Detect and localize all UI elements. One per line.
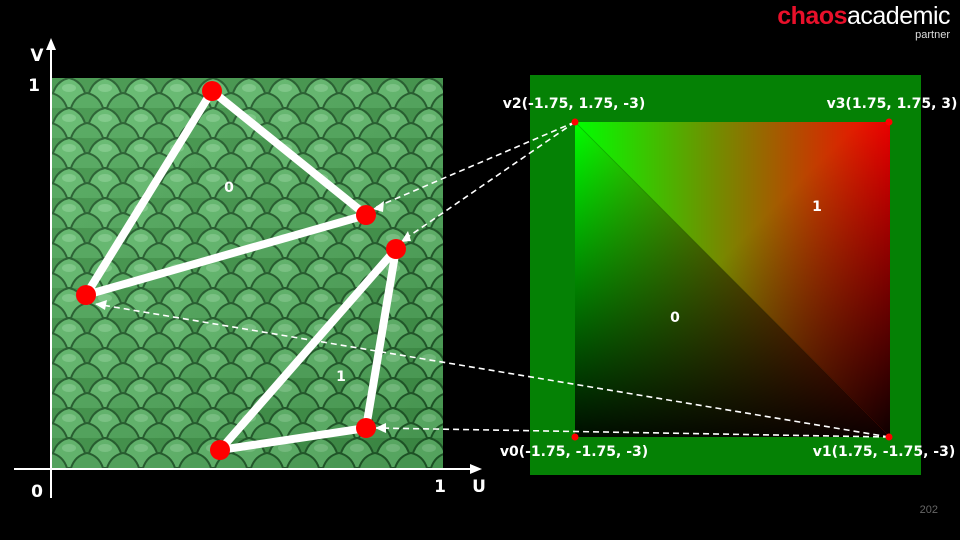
v-axis-arrow: [46, 38, 56, 50]
uv-vertex-dot: [356, 418, 376, 438]
u-axis-arrow: [470, 464, 482, 474]
u-axis-label: U: [472, 477, 486, 497]
arrowhead-uv1-a: [401, 231, 411, 242]
uv-vertex-dot: [202, 81, 222, 101]
vertex-v2-dot: [571, 118, 579, 126]
quad-diagonal: [574, 121, 891, 438]
mapping-arrows: [95, 121, 890, 438]
uv-vertex-dots: [76, 81, 406, 460]
arrowhead-uv0-b: [95, 300, 107, 310]
arrow-v2-to-uv1: [401, 121, 576, 242]
texture-shading: [51, 78, 443, 470]
arrow-v2-to-uv0: [373, 121, 576, 209]
uv-vertex-dot: [356, 205, 376, 225]
vertex-v0-label: v0(-1.75, -1.75, -3): [500, 444, 648, 460]
vertex-v3-dot: [885, 118, 893, 126]
uv-vertex-dot: [76, 285, 96, 305]
arrowhead-uv0-a: [373, 201, 384, 212]
vertex-v3-label: v3(1.75, 1.75, 3): [827, 96, 958, 112]
vertex-v2-label: v2(-1.75, 1.75, -3): [503, 96, 646, 112]
v-axis-label: V: [30, 46, 44, 66]
uv-triangle-1-label: 1: [336, 369, 346, 385]
origin-label: 0: [31, 482, 43, 502]
uv-vertex-dot: [210, 440, 230, 460]
slide-number: 202: [919, 504, 938, 516]
logo-brand: chaos: [777, 2, 847, 30]
uv-vertex-dot: [386, 239, 406, 259]
brand-logo: chaosacademic partner: [777, 4, 950, 41]
uv-triangle-1: [216, 245, 400, 454]
vertex-v1-label: v1(1.75, -1.75, -3): [813, 444, 956, 460]
uv-triangle-0: [82, 87, 370, 299]
logo-sub: partner: [915, 29, 950, 41]
u-max-label: 1: [434, 477, 446, 497]
arrow-v1-to-uv1: [375, 427, 890, 438]
vertex-v1-dot: [885, 433, 893, 441]
vertex-v0-dot: [571, 433, 579, 441]
v-max-label: 1: [28, 76, 40, 96]
quad-triangle-0-label: 0: [670, 310, 680, 326]
logo-product: academic: [847, 2, 951, 30]
arrow-v1-to-uv0: [95, 303, 890, 438]
quad-triangle-1-label: 1: [812, 199, 822, 215]
arrowhead-uv1-b: [375, 423, 386, 433]
uv-triangle-0-label: 0: [224, 180, 234, 196]
